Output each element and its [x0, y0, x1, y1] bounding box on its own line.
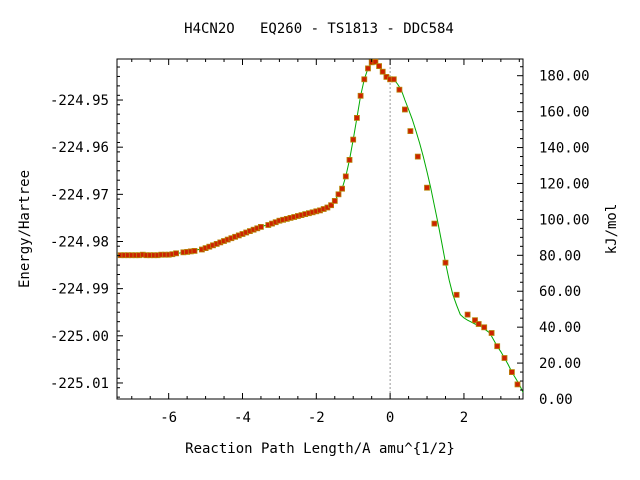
chart-title: H4CN2O EQ260 - TS1813 - DDC584 [184, 21, 454, 37]
data-point [464, 311, 471, 318]
data-point [407, 128, 414, 135]
data-point [475, 321, 482, 327]
x-tick-label: -6 [160, 410, 177, 426]
y-tick-label: -224.95 [50, 93, 109, 109]
y-tick-label: -224.96 [50, 140, 109, 156]
data-point [191, 247, 198, 254]
data-point [379, 68, 386, 75]
y-tick-label: -224.98 [50, 234, 109, 250]
data-point [346, 156, 353, 163]
data-point [372, 58, 379, 65]
data-point [424, 184, 430, 191]
data-point [453, 291, 460, 298]
series-line [117, 61, 524, 393]
plot-frame [116, 58, 524, 400]
y2-tick-label: 0.00 [539, 392, 573, 408]
y2-tick-label: 80.00 [539, 248, 581, 264]
plot-area [116, 58, 524, 400]
data-point [353, 115, 360, 121]
y-tick-label: -225.01 [50, 376, 109, 392]
data-point [431, 220, 438, 227]
data-point [494, 343, 501, 350]
y2-tick-label: 140.00 [539, 141, 590, 157]
data-point [488, 330, 495, 336]
data-point [508, 369, 515, 376]
y2-tick-label: 60.00 [539, 284, 581, 300]
data-point [442, 259, 449, 266]
x-tick-label: -2 [308, 410, 325, 426]
data-point [472, 317, 478, 324]
data-point [331, 197, 338, 204]
data-point [257, 223, 264, 230]
y2-tick-label: 20.00 [539, 356, 581, 372]
data-point [481, 324, 488, 331]
data-point [357, 92, 364, 99]
data-point [342, 173, 349, 180]
y-tick-label: -225.00 [50, 329, 109, 345]
data-point [414, 153, 421, 160]
y-axis-right: 0.00 20.00 40.00 60.00 80.00 100.00 120.00 140.… [517, 66, 590, 408]
data-point [390, 76, 397, 83]
data-points [117, 58, 521, 388]
x-tick-label: 0 [386, 410, 394, 426]
data-point [173, 250, 180, 257]
y2-tick-label: 40.00 [539, 320, 581, 336]
y2-tick-label: 120.00 [539, 176, 590, 192]
data-point [335, 191, 342, 198]
data-point [514, 381, 521, 388]
y-axis-label: Energy/Hartree [17, 170, 33, 288]
y2-tick-label: 160.00 [539, 105, 590, 121]
y2-tick-label: 100.00 [539, 212, 590, 228]
x-axis-label: Reaction Path Length/A amu^{1/2} [185, 441, 455, 457]
y-tick-label: -224.99 [50, 282, 109, 298]
y-axis-left: -224.95 -224.96 -224.97 -224.98 -224.99 -225.… [50, 66, 123, 398]
data-point [365, 65, 371, 72]
y2-tick-label: 180.00 [539, 69, 590, 85]
data-point [501, 355, 508, 361]
data-point [361, 76, 368, 83]
x-axis: -6 -4 -2 0 2 [131, 59, 520, 426]
data-point [401, 106, 408, 113]
x-tick-label: 2 [460, 410, 468, 426]
x-tick-label: -4 [234, 410, 251, 426]
y-tick-label: -224.97 [50, 187, 109, 203]
data-point [350, 136, 357, 143]
data-point [376, 63, 383, 69]
data-point [396, 86, 403, 93]
data-point [339, 185, 346, 192]
y2-axis-label: kJ/mol [604, 204, 620, 255]
data-point [328, 202, 335, 209]
